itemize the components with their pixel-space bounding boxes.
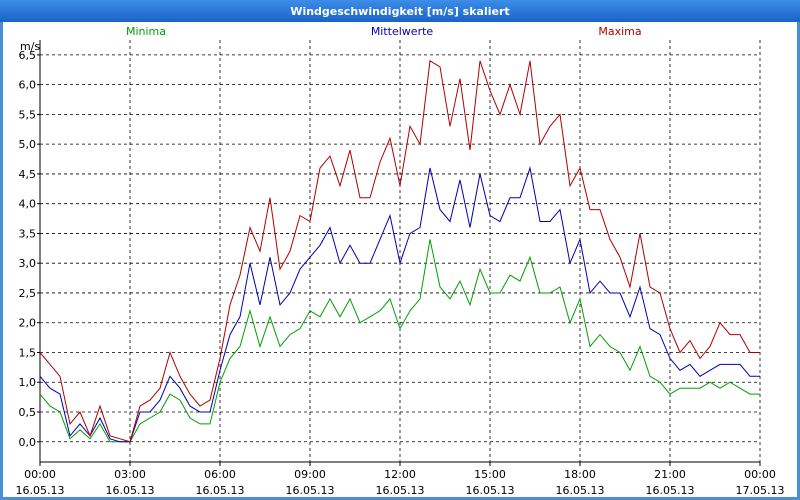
x-tick-label: 00:00 17.05.13: [736, 468, 785, 497]
y-tick-label: 5,5: [19, 108, 37, 121]
y-tick-label: 0,0: [19, 436, 37, 449]
chart-title: Windgeschwindigkeit [m/s] skaliert: [290, 5, 509, 18]
y-tick-label: 0,5: [19, 406, 37, 419]
series-line: [39, 166, 760, 443]
y-tick-label: 2,0: [19, 317, 37, 330]
y-tick-label: 3,0: [19, 257, 37, 270]
series-line: [39, 239, 760, 443]
series-line: [39, 59, 760, 443]
y-tick-label: 6,0: [19, 79, 37, 92]
y-tick-label: 6,5: [19, 49, 37, 62]
legend-entry: Minima: [126, 25, 166, 38]
x-tick-label: 00:00 16.05.13: [16, 468, 65, 497]
y-tick-label: 5,0: [19, 138, 37, 151]
title-bar: [0, 0, 800, 22]
y-tick-label: 2,5: [19, 287, 37, 300]
y-tick-label: 4,5: [19, 168, 37, 181]
y-tick-label: 4,0: [19, 198, 37, 211]
x-tick-label: 09:00 16.05.13: [286, 468, 335, 497]
legend-entry: Maxima: [598, 25, 641, 38]
y-unit: m/s: [20, 40, 40, 53]
x-tick-label: 18:00 16.05.13: [556, 468, 605, 497]
y-tick-label: 1,5: [19, 346, 37, 359]
x-tick-label: 06:00 16.05.13: [196, 468, 245, 497]
y-tick-label: 1,0: [19, 376, 37, 389]
x-tick-label: 12:00 16.05.13: [376, 468, 425, 497]
legend-entry: Mittelwerte: [371, 25, 434, 38]
x-tick-label: 03:00 16.05.13: [106, 468, 155, 497]
x-tick-label: 15:00 16.05.13: [466, 468, 515, 497]
y-tick-label: 3,5: [19, 227, 37, 240]
x-tick-label: 21:00 16.05.13: [646, 468, 695, 497]
